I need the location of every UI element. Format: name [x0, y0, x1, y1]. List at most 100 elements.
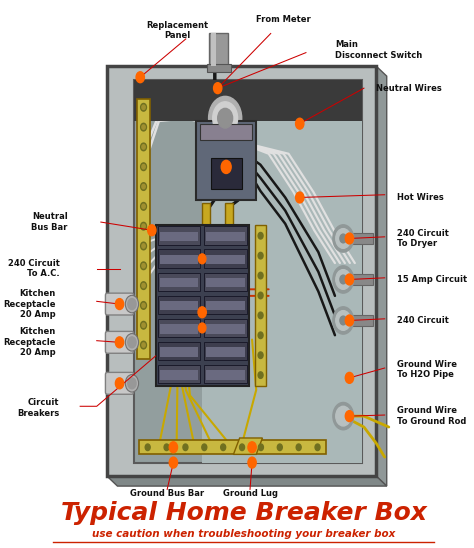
- Text: 240 Circuit: 240 Circuit: [397, 316, 449, 325]
- FancyBboxPatch shape: [105, 293, 134, 315]
- Bar: [160, 301, 198, 311]
- Circle shape: [141, 262, 146, 270]
- Circle shape: [209, 96, 242, 140]
- Circle shape: [248, 442, 256, 453]
- Circle shape: [141, 123, 146, 131]
- Circle shape: [258, 253, 263, 259]
- Bar: [210, 158, 242, 189]
- Circle shape: [141, 301, 146, 309]
- Circle shape: [258, 444, 264, 450]
- Circle shape: [141, 222, 146, 230]
- Text: Main
Disconnect Switch: Main Disconnect Switch: [335, 40, 422, 60]
- Circle shape: [340, 275, 346, 284]
- Circle shape: [296, 118, 304, 129]
- Circle shape: [199, 254, 206, 264]
- Circle shape: [345, 315, 354, 326]
- Text: Ground Lug: Ground Lug: [222, 489, 277, 498]
- Circle shape: [141, 282, 146, 289]
- Circle shape: [136, 72, 145, 83]
- Circle shape: [340, 234, 346, 243]
- Circle shape: [141, 242, 146, 250]
- Bar: [352, 274, 373, 285]
- Circle shape: [128, 378, 136, 389]
- Bar: [201, 124, 252, 140]
- Bar: [209, 33, 228, 66]
- Circle shape: [248, 457, 256, 468]
- Circle shape: [258, 372, 263, 379]
- Bar: [352, 233, 373, 244]
- Text: Neutral Wires: Neutral Wires: [376, 84, 442, 93]
- Bar: [107, 66, 376, 476]
- Bar: [206, 324, 245, 334]
- Circle shape: [258, 332, 263, 339]
- Bar: [158, 295, 200, 314]
- Polygon shape: [376, 66, 387, 486]
- Circle shape: [202, 444, 207, 450]
- Text: Circuit
Breakers: Circuit Breakers: [17, 398, 59, 418]
- Bar: [134, 80, 362, 463]
- Text: 240 Circuit
To A.C.: 240 Circuit To A.C.: [8, 259, 59, 278]
- Circle shape: [333, 307, 354, 334]
- Circle shape: [141, 104, 146, 111]
- Bar: [204, 364, 246, 383]
- Text: Ground Wire
To Ground Rod: Ground Wire To Ground Rod: [397, 407, 466, 426]
- Text: Neutral
Bus Bar: Neutral Bus Bar: [31, 213, 68, 232]
- Text: use caution when troubleshooting your breaker box: use caution when troubleshooting your br…: [92, 529, 395, 539]
- Bar: [204, 295, 246, 314]
- Bar: [204, 272, 246, 291]
- Text: Kitchen
Receptacle
20 Amp: Kitchen Receptacle 20 Amp: [3, 289, 55, 319]
- Circle shape: [258, 232, 263, 239]
- Circle shape: [142, 204, 145, 209]
- Bar: [158, 341, 200, 360]
- Circle shape: [141, 341, 146, 349]
- Circle shape: [198, 307, 206, 318]
- Bar: [160, 370, 198, 380]
- Circle shape: [145, 444, 150, 450]
- Bar: [160, 255, 198, 265]
- Text: Ground Wire
To H2O Pipe: Ground Wire To H2O Pipe: [397, 360, 457, 379]
- Circle shape: [222, 162, 230, 173]
- Bar: [155, 225, 249, 386]
- Text: Hot Wires: Hot Wires: [397, 193, 444, 202]
- Circle shape: [142, 164, 145, 169]
- Circle shape: [141, 203, 146, 210]
- Circle shape: [141, 163, 146, 170]
- Circle shape: [258, 292, 263, 299]
- Bar: [160, 324, 198, 334]
- Circle shape: [345, 233, 354, 244]
- Bar: [160, 347, 198, 357]
- Text: From Meter: From Meter: [256, 15, 310, 24]
- Circle shape: [345, 373, 354, 383]
- Circle shape: [115, 337, 124, 348]
- Text: 240 Circuit
To Dryer: 240 Circuit To Dryer: [397, 229, 449, 248]
- Circle shape: [141, 322, 146, 329]
- Circle shape: [258, 352, 263, 358]
- Circle shape: [128, 299, 136, 310]
- Circle shape: [199, 323, 206, 333]
- Circle shape: [277, 444, 283, 450]
- Circle shape: [142, 323, 145, 328]
- Circle shape: [345, 410, 354, 421]
- Circle shape: [128, 337, 136, 348]
- Circle shape: [315, 444, 320, 450]
- Circle shape: [296, 192, 304, 203]
- Circle shape: [141, 143, 146, 151]
- Bar: [207, 64, 230, 72]
- Circle shape: [142, 303, 145, 307]
- Text: 15 Amp Circuit: 15 Amp Circuit: [397, 275, 467, 284]
- Circle shape: [345, 274, 354, 285]
- Bar: [158, 364, 200, 383]
- Circle shape: [296, 444, 301, 450]
- Bar: [206, 232, 245, 241]
- Circle shape: [142, 184, 145, 189]
- Circle shape: [221, 444, 226, 450]
- Circle shape: [183, 444, 188, 450]
- Bar: [225, 203, 233, 307]
- Bar: [202, 203, 210, 307]
- Bar: [204, 226, 246, 245]
- Circle shape: [115, 299, 124, 310]
- Circle shape: [125, 295, 138, 313]
- Circle shape: [221, 161, 231, 174]
- Circle shape: [214, 83, 222, 94]
- Bar: [158, 249, 200, 268]
